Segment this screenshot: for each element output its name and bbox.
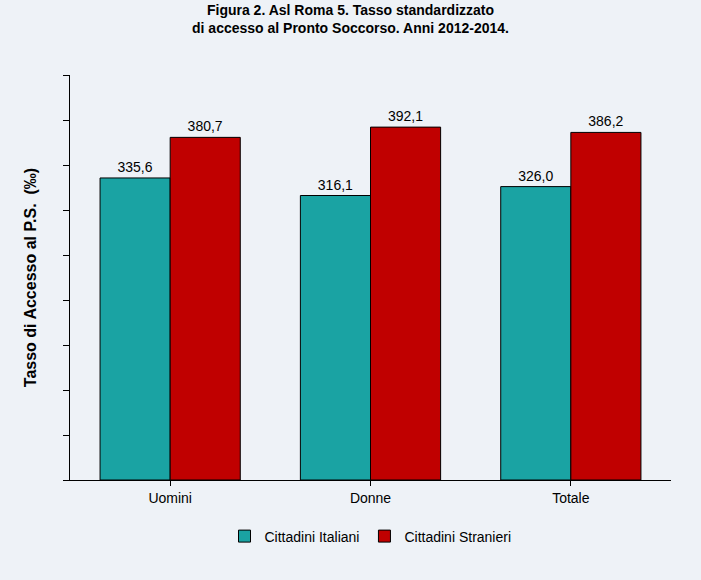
svg-text:326,0: 326,0 <box>518 168 553 184</box>
svg-text:316,1: 316,1 <box>318 177 353 193</box>
svg-text:Cittadini Stranieri: Cittadini Stranieri <box>404 529 511 545</box>
svg-text:Uomini: Uomini <box>148 490 192 506</box>
svg-text:386,2: 386,2 <box>588 113 623 129</box>
svg-text:Totale: Totale <box>552 490 590 506</box>
svg-text:335,6: 335,6 <box>117 159 152 175</box>
svg-text:Cittadini Italiani: Cittadini Italiani <box>265 529 360 545</box>
svg-text:Figura 2. Asl Roma 5. Tasso st: Figura 2. Asl Roma 5. Tasso standardizza… <box>192 2 509 36</box>
svg-text:Tasso di Accesso al P.S. (‰): Tasso di Accesso al P.S. (‰) <box>22 168 39 387</box>
svg-text:Donne: Donne <box>350 490 391 506</box>
svg-text:392,1: 392,1 <box>388 108 423 124</box>
svg-text:380,7: 380,7 <box>188 118 223 134</box>
